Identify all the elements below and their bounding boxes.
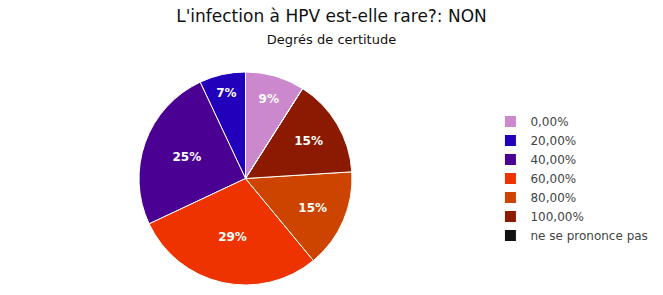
svg-text:25%: 25% xyxy=(172,150,201,164)
svg-text:40,00%: 40,00% xyxy=(530,153,576,167)
svg-text:100,00%: 100,00% xyxy=(530,210,583,224)
svg-text:0,00%: 0,00% xyxy=(530,115,568,129)
svg-text:20,00%: 20,00% xyxy=(530,134,576,148)
svg-text:7%: 7% xyxy=(216,86,236,100)
svg-text:L'infection à HPV est-elle rar: L'infection à HPV est-elle rare?: NONDeg… xyxy=(176,6,487,47)
svg-text:15%: 15% xyxy=(294,134,323,148)
svg-text:29%: 29% xyxy=(218,230,247,244)
svg-text:ne se prononce pas: ne se prononce pas xyxy=(530,229,647,243)
svg-text:60,00%: 60,00% xyxy=(530,172,576,186)
svg-text:9%: 9% xyxy=(259,92,279,106)
svg-text:15%: 15% xyxy=(298,201,327,215)
svg-text:80,00%: 80,00% xyxy=(530,191,576,205)
